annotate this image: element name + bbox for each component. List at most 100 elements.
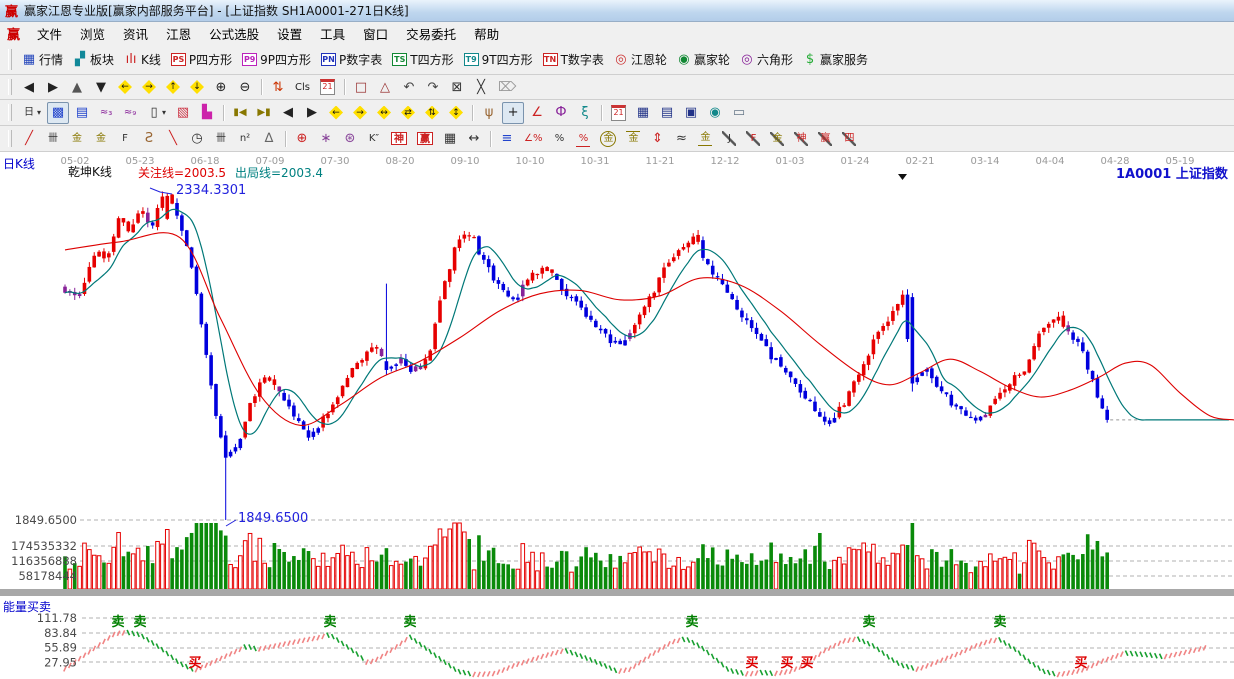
percent-button[interactable]: % — [548, 128, 570, 150]
calendar-button[interactable]: 21 — [316, 76, 339, 98]
menu-item-0[interactable]: 文件 — [37, 27, 63, 42]
notes-button[interactable]: ▤ — [656, 102, 678, 124]
gold-under-button[interactable]: 金 — [694, 128, 716, 150]
n-square-button[interactable]: n² — [234, 128, 256, 150]
cls-toggle-button[interactable]: Cls — [291, 76, 314, 98]
time-circle-button[interactable]: ◷ — [186, 128, 208, 150]
p-square-button[interactable]: PS P四方形 — [167, 49, 236, 71]
nav-back-button[interactable]: ◀ — [18, 76, 40, 98]
delete-box-button[interactable]: ⊠ — [446, 76, 468, 98]
gann-tool-button[interactable]: Ф — [550, 102, 572, 124]
last-bar-button[interactable]: ▶▮ — [253, 102, 275, 124]
span-measure-button[interactable]: ↔ — [463, 128, 485, 150]
t-square-button[interactable]: TS T四方形 — [388, 49, 457, 71]
scale-toggle-button[interactable]: ⇅ — [267, 76, 289, 98]
shift-left-button[interactable]: ← — [325, 102, 347, 124]
save-button[interactable]: ▣ — [680, 102, 702, 124]
color-bars-button[interactable]: ▙ — [196, 102, 218, 124]
f-angle-button[interactable]: F — [742, 128, 764, 150]
angle-measure-button[interactable]: ∠ — [526, 102, 548, 124]
zoom-in-button[interactable]: ⊕ — [210, 76, 232, 98]
pan-left-button[interactable]: ← — [114, 76, 136, 98]
chart-info-button[interactable]: ▤ — [71, 102, 93, 124]
quotes-button[interactable]: ▦ 行情 — [18, 49, 67, 71]
t9-square-button[interactable]: T9 9T四方形 — [460, 49, 537, 71]
num-grid-button[interactable]: ▦ — [439, 128, 461, 150]
crosshair-button[interactable]: + — [502, 101, 525, 124]
web-box-button[interactable]: ⊛ — [339, 128, 361, 150]
angle-percent-button[interactable]: ∠% — [520, 128, 546, 150]
candle-style-button[interactable]: ▯ ▾ — [143, 102, 170, 124]
kline-button[interactable]: ılı K线 — [120, 49, 165, 71]
chart-canvas[interactable]: 05-02 05-23 06-18 07-09 07-30 08-20 09-10 10-10… — [0, 152, 1234, 679]
t-number-button[interactable]: TN T数字表 — [539, 49, 608, 71]
pan-down-button[interactable]: ↓ — [186, 76, 208, 98]
sectors-button[interactable]: ▞ 板块 — [69, 49, 118, 71]
zoom-out-button[interactable]: ⊖ — [234, 76, 256, 98]
menu-item-4[interactable]: 公式选股 — [209, 27, 260, 42]
compress-v-button[interactable]: ↕ — [445, 102, 467, 124]
expand-v-button[interactable]: ⇅ — [421, 102, 443, 124]
pan-up-button[interactable]: ↑ — [162, 76, 184, 98]
wave-tool-button[interactable]: ≈ — [670, 128, 692, 150]
kline-3-button[interactable]: ≈₃ — [95, 102, 117, 124]
flag-measure-button[interactable]: ⇕ — [646, 128, 668, 150]
fit-view-button[interactable]: ╳ — [470, 76, 492, 98]
fibo-ruler-button[interactable]: F — [114, 128, 136, 150]
gold-levels-button[interactable]: 金 — [622, 128, 644, 150]
menu-item-8[interactable]: 交易委托 — [406, 27, 457, 42]
hexagon-button[interactable]: ◎ 六角形 — [736, 49, 797, 71]
target-circle-button[interactable]: ⊕ — [291, 128, 313, 150]
rotate-ccw-button[interactable]: ↶ — [398, 76, 420, 98]
kline-9-button[interactable]: ≈₉ — [119, 102, 141, 124]
winner-wheel-button[interactable]: ◉ 赢家轮 — [673, 49, 734, 71]
p-number-button[interactable]: PN P数字表 — [317, 49, 386, 71]
p9-square-button[interactable]: P9 9P四方形 — [238, 49, 315, 71]
rotate-cw-button[interactable]: ↷ — [422, 76, 444, 98]
menu-item-2[interactable]: 资讯 — [123, 27, 149, 42]
k-second-button[interactable]: K″ — [363, 128, 385, 150]
god-grid-button[interactable]: 神 — [387, 128, 411, 150]
spiral-button[interactable]: Ƨ — [138, 128, 160, 150]
nav-down-button[interactable]: ▼ — [90, 76, 112, 98]
print-button[interactable]: ▭ — [728, 102, 750, 124]
menu-item-6[interactable]: 工具 — [320, 27, 346, 42]
chart-net-button[interactable]: ▩ — [47, 101, 70, 124]
menu-item-5[interactable]: 设置 — [277, 27, 303, 42]
nav-up-button[interactable]: ▲ — [66, 76, 88, 98]
shift-right-button[interactable]: → — [349, 102, 371, 124]
gold-circle-button[interactable]: 金 — [596, 128, 620, 150]
draw-triangle-button[interactable]: △ — [374, 76, 396, 98]
mirror-angle-button[interactable]: ∆ — [258, 128, 280, 150]
win-grid-button[interactable]: 赢 — [413, 128, 437, 150]
menu-item-1[interactable]: 浏览 — [80, 27, 106, 42]
smart-tool-button[interactable]: ξ — [574, 102, 596, 124]
first-bar-button[interactable]: ▮◀ — [229, 102, 251, 124]
calculator-button[interactable]: ▦ — [632, 102, 654, 124]
frame-red-button[interactable]: ▧ — [172, 102, 194, 124]
nav-forward-button[interactable]: ▶ — [42, 76, 64, 98]
draw-brush-button[interactable]: ╱ — [18, 128, 40, 150]
calendar-2-button[interactable]: 21 — [607, 102, 630, 124]
spider-web-button[interactable]: ∗ — [315, 128, 337, 150]
gold-ruler-h-button[interactable]: 金 — [66, 128, 88, 150]
menu-item-9[interactable]: 帮助 — [474, 27, 500, 42]
win-angle-button[interactable]: 赢 — [814, 128, 836, 150]
period-day-button[interactable]: 日 ▾ — [18, 102, 45, 124]
title-bar[interactable]: 赢 赢家江恩专业版[赢家内部服务平台] - [上证指数 SH1A0001-271… — [0, 0, 1234, 22]
stat-bars-button[interactable]: ≡ — [496, 128, 518, 150]
draw-rect-button[interactable]: □ — [350, 76, 372, 98]
gold-ruler-v-button[interactable]: 金 — [90, 128, 112, 150]
god-angle-button[interactable]: 神 — [790, 128, 812, 150]
compress-h-button[interactable]: ⇄ — [397, 102, 419, 124]
net-mail-button[interactable]: ◉ — [704, 102, 726, 124]
pan-hand-button[interactable]: ψ — [478, 102, 500, 124]
gann-ruler-button[interactable]: 卌 — [42, 128, 64, 150]
j-angle-button[interactable]: J — [718, 128, 740, 150]
grid-ruler-button[interactable]: 卌 — [210, 128, 232, 150]
percent-line-button[interactable]: % — [572, 128, 594, 150]
eraser-button[interactable]: ⌦ — [494, 76, 520, 98]
next-bar-button[interactable]: ▶ — [301, 102, 323, 124]
gold-angle-button[interactable]: 金 — [766, 128, 788, 150]
menu-item-3[interactable]: 江恩 — [166, 27, 192, 42]
